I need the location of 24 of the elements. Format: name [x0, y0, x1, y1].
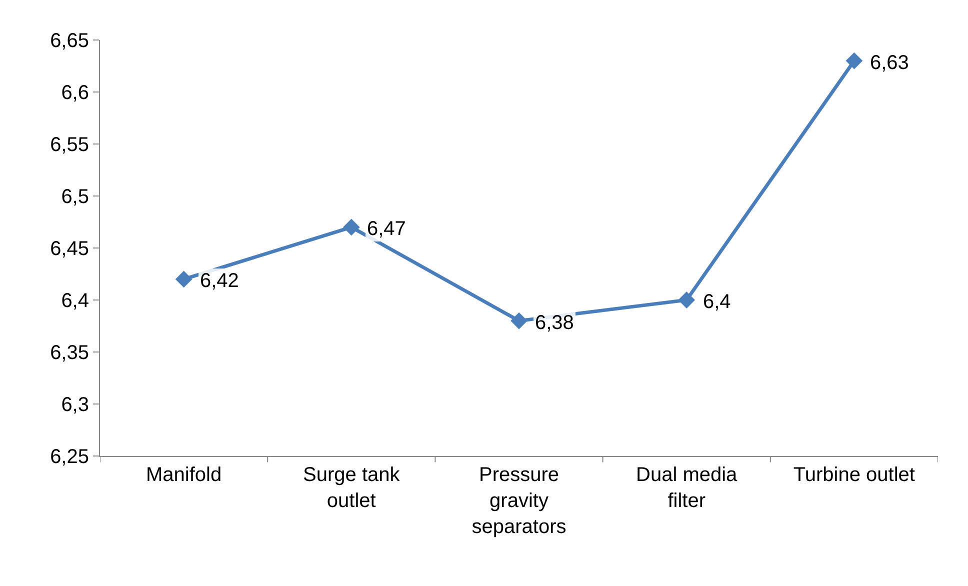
x-tick-label: Turbine outlet [793, 464, 916, 486]
y-tick-label: 6,55 [50, 134, 89, 156]
x-tick-label: Dual media filter [636, 464, 738, 512]
data-label: 6,42 [200, 270, 239, 292]
point [846, 52, 863, 70]
data-label: 6,47 [367, 218, 406, 240]
point [342, 218, 360, 236]
y-tick-label: 6,25 [50, 446, 89, 468]
data-label: 6,4 [703, 291, 731, 313]
y-tick-label: 6,5 [61, 186, 89, 208]
x-tick-label: Manifold [146, 464, 222, 486]
data-label: 6,63 [870, 52, 909, 74]
point [175, 270, 192, 288]
y-tick-label: 6,35 [50, 342, 89, 364]
y-tick-label: 6,6 [61, 82, 89, 104]
x-tick-label: Surge tank outlet [303, 464, 401, 512]
data-label: 6,38 [535, 312, 574, 334]
y-tick-label: 6,65 [50, 30, 89, 52]
y-tick-label: 6,4 [61, 290, 89, 312]
x-tick-label: Pressure gravity separators [472, 464, 566, 538]
y-tick-label: 6,45 [50, 238, 89, 260]
y-tick-label: 6,3 [61, 394, 89, 416]
point [678, 292, 696, 308]
point [510, 312, 528, 330]
